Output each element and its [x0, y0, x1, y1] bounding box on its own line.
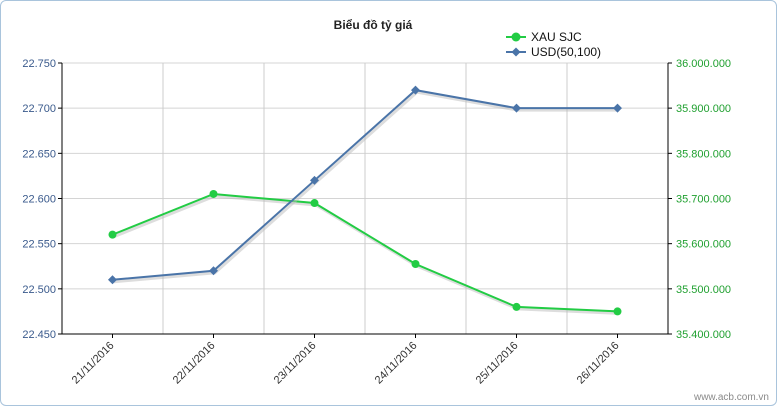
data-point-usd-50-100: [209, 266, 218, 276]
series-layer: [108, 85, 622, 316]
x-tick-label: 25/11/2016: [474, 340, 521, 387]
series-line-usd-50-100: [112, 89, 618, 281]
y-left-tick-label: 22.550: [22, 239, 56, 251]
data-point-xau-sjc: [310, 199, 319, 208]
y-right-tick-label: 35.900.000: [676, 103, 731, 115]
data-point-usd-50-100: [613, 103, 622, 113]
data-point-xau-sjc: [411, 259, 420, 268]
series-shadow-usd-50-100: [113, 90, 619, 284]
y-right-tick-label: 36.000.000: [676, 58, 731, 70]
y-left-tick-label: 22.700: [22, 103, 56, 115]
legend-marker-usd-50-100: [511, 47, 521, 57]
data-point-xau-sjc: [209, 189, 218, 198]
y-right-tick-label: 35.600.000: [676, 239, 731, 251]
y-left-tick-label: 22.750: [22, 58, 56, 70]
series-line-xau-sjc: [112, 192, 618, 313]
x-tick-label: 24/11/2016: [373, 340, 420, 387]
y-left-tick-label: 22.600: [22, 194, 56, 206]
chart-title: Biểu đồ tỷ giá: [334, 18, 413, 32]
data-point-xau-sjc: [512, 302, 521, 311]
y-left-tick-label: 22.450: [22, 329, 56, 341]
data-point-usd-50-100: [310, 175, 319, 185]
x-tick-label: 26/11/2016: [575, 340, 622, 387]
x-tick-label: 22/11/2016: [171, 340, 218, 387]
axis-layer: [58, 62, 672, 338]
y-right-tick-label: 35.400.000: [676, 329, 731, 341]
y-right-tick-label: 35.500.000: [676, 284, 731, 296]
grid-layer: [62, 62, 668, 335]
legend-label-xau-sjc: XAU SJC: [531, 30, 582, 44]
data-point-xau-sjc: [613, 307, 622, 316]
y-left-tick-label: 22.500: [22, 284, 56, 296]
x-tick-label: 21/11/2016: [70, 340, 117, 387]
data-point-usd-50-100: [108, 275, 117, 285]
y-right-tick-label: 35.700.000: [676, 194, 731, 206]
legend-label-usd-50-100: USD(50,100): [531, 45, 601, 59]
data-point-xau-sjc: [108, 230, 117, 239]
legend-marker-xau-sjc: [511, 32, 521, 42]
x-tick-label: 23/11/2016: [272, 340, 319, 387]
data-point-usd-50-100: [411, 85, 420, 95]
y-left-tick-label: 22.650: [22, 148, 56, 160]
y-right-tick-label: 35.800.000: [676, 148, 731, 160]
data-point-usd-50-100: [512, 103, 521, 113]
watermark: www.acb.com.vn: [693, 392, 769, 403]
